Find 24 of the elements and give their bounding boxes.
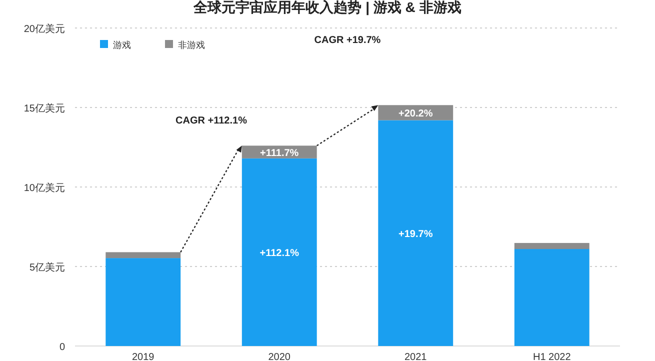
bar — [514, 242, 590, 250]
y-tick-label: 15亿美元 — [24, 102, 65, 114]
bar — [378, 120, 454, 346]
x-tick-label: H1 2022 — [532, 352, 572, 361]
x-tick-label: 2020 — [268, 352, 291, 361]
bar — [514, 249, 590, 346]
x-tick-label: 2019 — [132, 352, 155, 361]
y-tick-label: 20亿美元 — [24, 23, 65, 35]
y-tick-label: 10亿美元 — [24, 182, 65, 194]
y-tick-label: 0 — [59, 342, 66, 353]
annotation: +112.1% — [260, 248, 300, 260]
annotation: +20.2% — [398, 108, 433, 120]
annotation: CAGR +19.7% — [314, 35, 381, 46]
bar — [242, 158, 317, 346]
chart-title: 全球元宇宙应用年收入趋势 | 游戏 & 非游戏 — [192, 0, 462, 16]
annotation: +19.7% — [398, 229, 433, 240]
annotation: +111.7% — [260, 148, 299, 160]
bar — [106, 252, 181, 258]
x-tick-label: 2021 — [404, 352, 428, 361]
annotation: CAGR +112.1% — [176, 116, 248, 127]
legend-label: 非游戏 — [178, 40, 205, 50]
bar — [106, 258, 181, 346]
y-tick-label: 5亿美元 — [29, 262, 65, 274]
legend-label: 游戏 — [113, 40, 131, 50]
